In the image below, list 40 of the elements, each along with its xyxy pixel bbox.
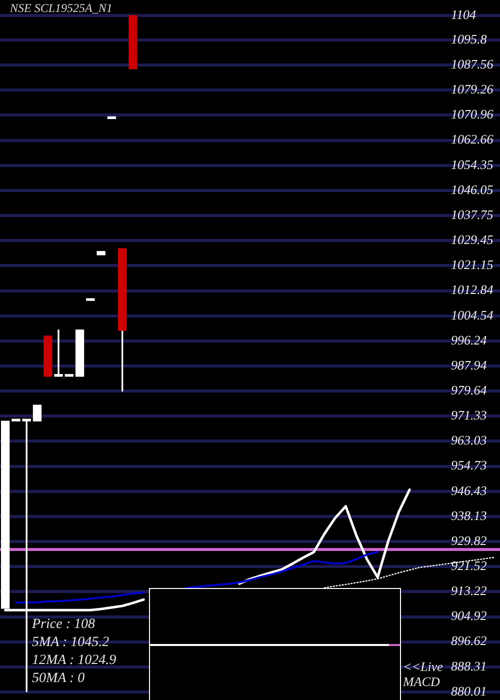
y-tick-label: 1070.96 <box>451 106 494 122</box>
y-tick-label: 921.52 <box>451 558 488 574</box>
candlestick <box>32 404 42 422</box>
y-tick-label: 963.03 <box>451 432 488 448</box>
y-tick-label: 929.82 <box>451 532 488 548</box>
annotation: Price : 108 <box>32 617 95 633</box>
y-tick-label: 896.62 <box>451 633 488 648</box>
y-tick-label: 888.31 <box>451 658 487 674</box>
y-tick-label: 946.43 <box>451 482 488 498</box>
y-tick-label: 1104 <box>451 6 477 22</box>
candlestick <box>54 330 63 377</box>
candlestick <box>128 15 138 70</box>
y-tick-label: 954.73 <box>451 458 488 473</box>
y-tick-label: 1062.66 <box>451 132 494 147</box>
annotation: 12MA : 1024.9 <box>32 653 116 669</box>
y-tick-label: 1012.84 <box>451 282 494 298</box>
annotation: 5MA : 1045.2 <box>32 635 110 651</box>
annotation: <<Live MACD <box>403 659 444 689</box>
y-tick-label: 971.33 <box>451 408 488 423</box>
y-tick-label: 1021.15 <box>451 257 494 272</box>
y-tick-label: 938.13 <box>451 508 488 523</box>
y-tick-label: 1037.75 <box>451 206 494 222</box>
y-tick-label: 979.64 <box>451 382 488 398</box>
y-tick-label: 1087.56 <box>451 56 494 72</box>
candlestick <box>44 336 52 377</box>
y-tick-label: 996.24 <box>451 332 488 348</box>
y-tick-label: 1029.45 <box>451 232 494 248</box>
candlestick <box>75 330 84 377</box>
y-tick-label: 1054.35 <box>451 156 494 172</box>
y-tick-label: 904.92 <box>451 608 488 624</box>
annotation: 50MA : 0 <box>32 671 85 687</box>
y-tick-label: 1095.8 <box>451 32 488 47</box>
y-tick-label: 1004.54 <box>451 307 494 322</box>
chart-title: NSE SCL19525A_N1 <box>10 1 112 15</box>
y-tick-label: 987.94 <box>451 357 488 372</box>
y-tick-label: 1046.05 <box>451 182 494 197</box>
y-tick-label: 913.22 <box>451 583 488 598</box>
y-tick-label: 1079.26 <box>451 82 494 97</box>
candlestick <box>96 250 106 256</box>
y-tick-label: 880.01 <box>451 683 487 698</box>
